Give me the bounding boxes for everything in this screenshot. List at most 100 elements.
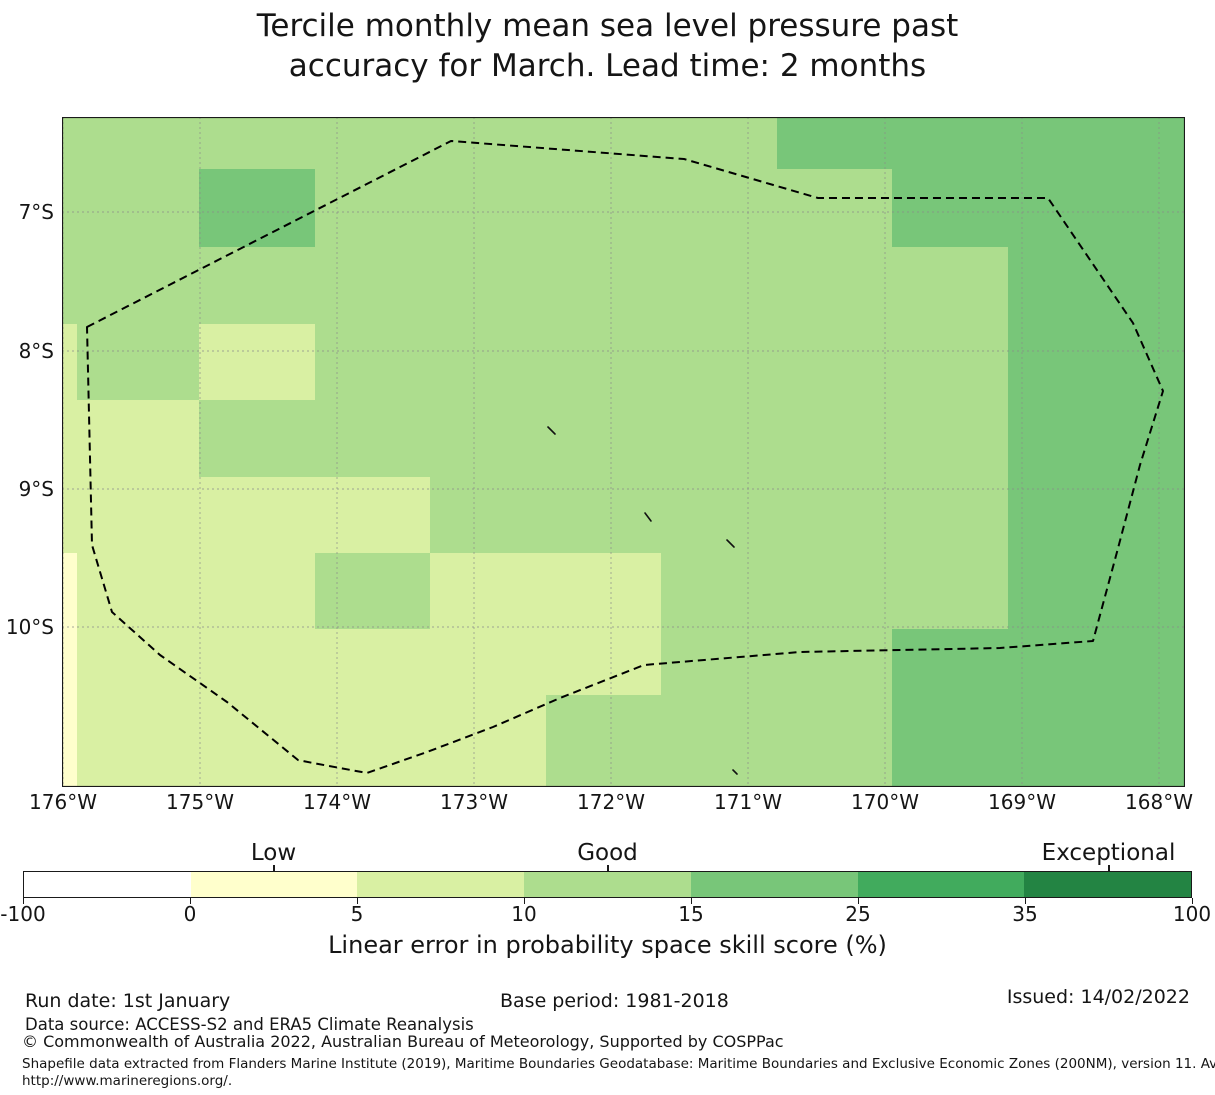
map-cell [892,553,1008,629]
colorbar-tick-mark [1191,898,1193,904]
map-cell [546,324,661,400]
map-cell [892,477,1008,553]
map-cell [892,247,1008,324]
map-cell [77,553,199,629]
colorbar-segment [1024,872,1192,897]
x-tick-label: 176°W [29,790,97,814]
colorbar-tick-mark [523,898,525,904]
colorbar-tick-label: 15 [678,902,704,926]
map-cell [430,247,546,324]
map-cell [430,324,546,400]
map-cell [661,169,777,247]
footer-issued-date: Issued: 14/02/2022 [1006,986,1190,1008]
map-cell [315,400,430,477]
map-cell [62,400,77,477]
footer-run-date: Run date: 1st January [25,990,231,1012]
colorbar-tick-label: 25 [845,902,871,926]
map-cell [62,247,77,324]
map-cell [1123,629,1185,695]
map-cell [661,553,777,629]
footer-shapefile-attribution-line1: Shapefile data extracted from Flanders M… [22,1056,1215,1072]
colorbar-tick-mark [857,898,859,904]
colorbar-tick-mark [356,898,358,904]
map-cell [77,477,199,553]
map-cell [892,324,1008,400]
colorbar-segment [24,872,191,897]
map-cell [199,247,315,324]
island-mark [732,769,738,775]
map-cell [1008,695,1123,787]
map-cell [777,553,892,629]
colorbar-zone-label: Exceptional [1041,840,1176,866]
colorbar-segment [690,872,858,897]
map-cell [199,400,315,477]
colorbar-segment [857,872,1025,897]
map-cell [62,553,77,629]
map-cell [777,695,892,787]
colorbar-zone-label: Good [577,840,638,866]
map-cell [430,695,546,787]
map-cell [546,247,661,324]
map-cell [315,553,430,629]
map-cell [661,324,777,400]
island-mark [547,426,556,435]
map-cell [892,169,1008,247]
map-cell [1008,400,1123,477]
skill-map [62,117,1185,787]
colorbar-zone-tick-mark [273,865,275,871]
map-cell [661,477,777,553]
y-tick-label: 9°S [18,477,54,501]
y-tick-label: 7°S [18,200,54,224]
map-cell [1123,117,1185,169]
colorbar-caption: Linear error in probability space skill … [328,931,887,959]
map-cell [777,400,892,477]
map-cell [77,400,199,477]
colorbar-tick-label: 5 [350,902,364,926]
footer-data-source: Data source: ACCESS-S2 and ERA5 Climate … [25,1015,474,1034]
y-tick-label: 10°S [5,615,54,639]
map-cell [777,169,892,247]
chart-title-line1: Tercile monthly mean sea level pressure … [256,8,959,44]
map-cell [77,629,199,695]
chart-title-line2: accuracy for March. Lead time: 2 months [288,48,927,84]
map-cell [430,629,546,695]
map-cell [77,169,199,247]
colorbar-tick-label: 10 [511,902,537,926]
map-cell [892,695,1008,787]
colorbar [23,871,1192,898]
x-tick-label: 171°W [714,790,782,814]
map-cell [546,695,661,787]
map-cell [777,477,892,553]
map-cell [777,247,892,324]
island-mark [644,512,652,522]
map-cell [430,400,546,477]
map-cell [1008,169,1123,247]
colorbar-tick-label: 0 [183,902,197,926]
map-cell [199,553,315,629]
map-cell [315,169,430,247]
map-cell [1008,477,1123,553]
map-cell [62,477,77,553]
map-cell [546,169,661,247]
x-tick-label: 172°W [577,790,645,814]
colorbar-zone-tick-mark [607,865,609,871]
map-cell [1123,169,1185,247]
eez-boundary [86,140,1164,774]
colorbar-zone-tick-mark [1108,865,1110,871]
map-cell [315,629,430,695]
map-cell [1123,400,1185,477]
map-cell [1008,629,1123,695]
map-cell [661,117,777,169]
map-cell [661,400,777,477]
map-cell [777,629,892,695]
map-cell [77,247,199,324]
colorbar-segment [524,872,691,897]
colorbar-zone-label: Low [250,840,297,866]
map-cell [1008,117,1123,169]
x-tick-label: 173°W [440,790,508,814]
colorbar-tick-mark [690,898,692,904]
colorbar-segment [357,872,525,897]
colorbar-tick-label: 100 [1172,902,1212,926]
colorbar-tick-mark [22,898,24,904]
chart-title: Tercile monthly mean sea level pressure … [0,6,1215,86]
